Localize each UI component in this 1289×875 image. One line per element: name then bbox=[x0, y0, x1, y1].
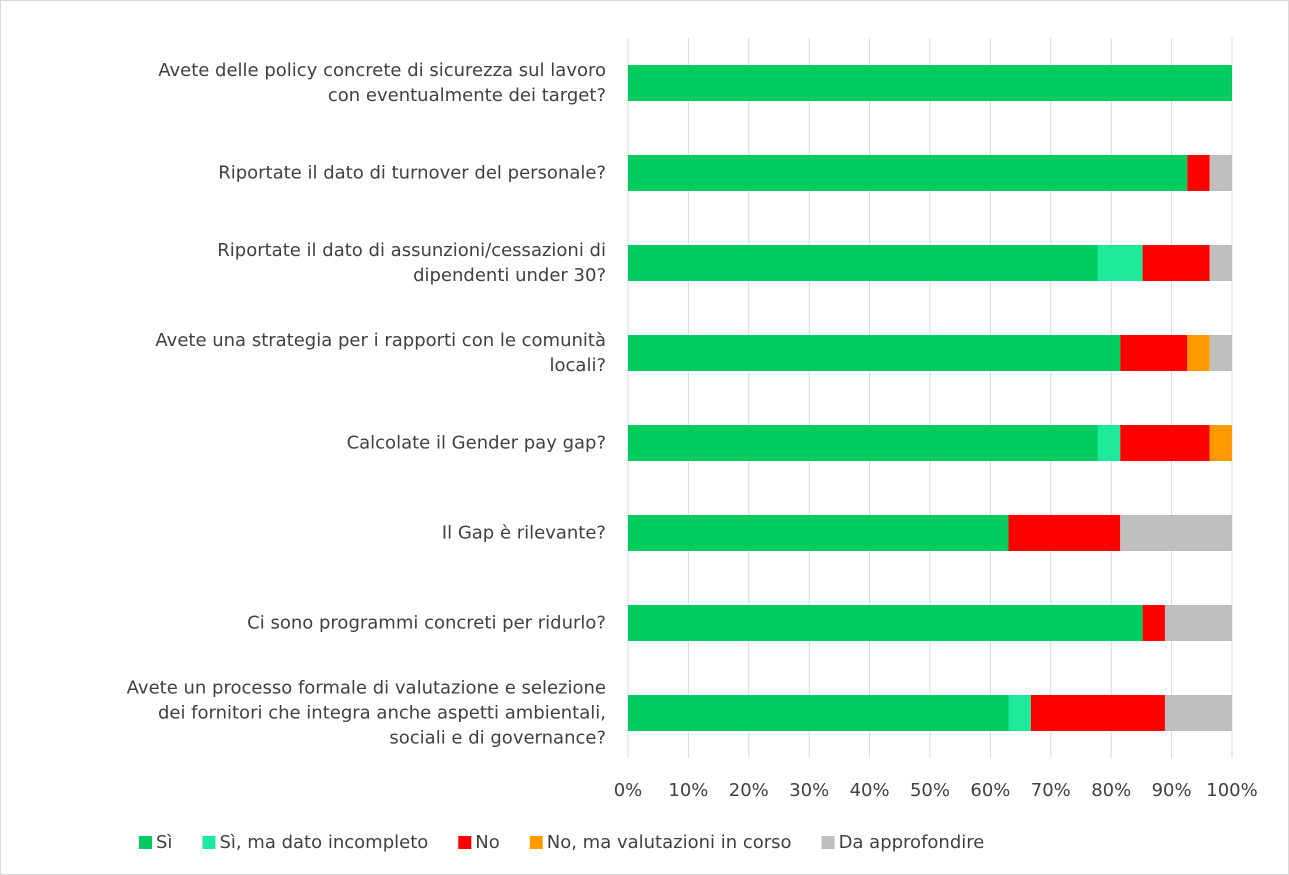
category-label: Il Gap è rilevante? bbox=[441, 522, 606, 544]
legend-label: Sì, ma dato incompleto bbox=[219, 832, 428, 853]
category-label: Avete una strategia per i rapporti con l… bbox=[155, 330, 606, 376]
bar-segment bbox=[628, 695, 1009, 731]
x-tick-label: 50% bbox=[910, 780, 950, 801]
bar-segment bbox=[1120, 425, 1210, 461]
legend-label: No, ma valutazioni in corso bbox=[547, 832, 792, 853]
bar-segment bbox=[628, 335, 1121, 371]
bar-segment bbox=[628, 155, 1188, 191]
x-tick-label: 10% bbox=[668, 780, 708, 801]
x-tick-label: 70% bbox=[1031, 780, 1071, 801]
bar-segment bbox=[1187, 335, 1210, 371]
x-tick-label: 40% bbox=[850, 780, 890, 801]
category-label: Avete delle policy concrete di sicurezza… bbox=[158, 60, 606, 106]
bar-segment bbox=[1164, 605, 1232, 641]
bar-segment bbox=[1142, 245, 1210, 281]
bar-segment bbox=[1209, 335, 1232, 371]
legend-label: Sì bbox=[156, 832, 172, 853]
bar-segment bbox=[1209, 155, 1232, 191]
x-tick-label: 30% bbox=[789, 780, 829, 801]
bar-segment bbox=[628, 515, 1009, 551]
bar-segment bbox=[1097, 425, 1121, 461]
category-label: Calcolate il Gender pay gap? bbox=[346, 432, 606, 454]
legend-swatch bbox=[458, 836, 472, 849]
bar-segment bbox=[1097, 245, 1143, 281]
legend-label: Da approfondire bbox=[839, 832, 985, 853]
category-label: Avete un processo formale di valutazione… bbox=[126, 677, 606, 749]
bar-segment bbox=[628, 425, 1098, 461]
bar-segment bbox=[1164, 695, 1232, 731]
bar-segment bbox=[1008, 695, 1031, 731]
bar-segment bbox=[628, 245, 1098, 281]
legend-swatch bbox=[202, 836, 216, 849]
bar-segment bbox=[1030, 695, 1165, 731]
legend-swatch bbox=[529, 836, 543, 849]
legend-label: No bbox=[475, 832, 499, 853]
bar-segment bbox=[1120, 335, 1188, 371]
x-tick-label: 0% bbox=[614, 780, 643, 801]
bar-segment bbox=[628, 605, 1143, 641]
x-tick-label: 100% bbox=[1206, 780, 1257, 801]
x-tick-label: 80% bbox=[1091, 780, 1131, 801]
x-tick-label: 60% bbox=[970, 780, 1010, 801]
bar-segment bbox=[1187, 155, 1210, 191]
bar-segment bbox=[1142, 605, 1165, 641]
bar-segment bbox=[1209, 245, 1232, 281]
category-label: Ci sono programmi concreti per ridurlo? bbox=[247, 612, 606, 634]
bar-segment bbox=[628, 65, 1232, 101]
x-tick-label: 20% bbox=[729, 780, 769, 801]
legend-swatch bbox=[139, 836, 152, 849]
x-tick-label: 90% bbox=[1152, 780, 1192, 801]
bar-segment bbox=[1008, 515, 1121, 551]
category-label: Riportate il dato di turnover del person… bbox=[218, 162, 606, 184]
bar-segment bbox=[1120, 515, 1232, 551]
bar-segment bbox=[1209, 425, 1232, 461]
category-label: Riportate il dato di assunzioni/cessazio… bbox=[217, 240, 606, 286]
legend-swatch bbox=[821, 836, 835, 849]
